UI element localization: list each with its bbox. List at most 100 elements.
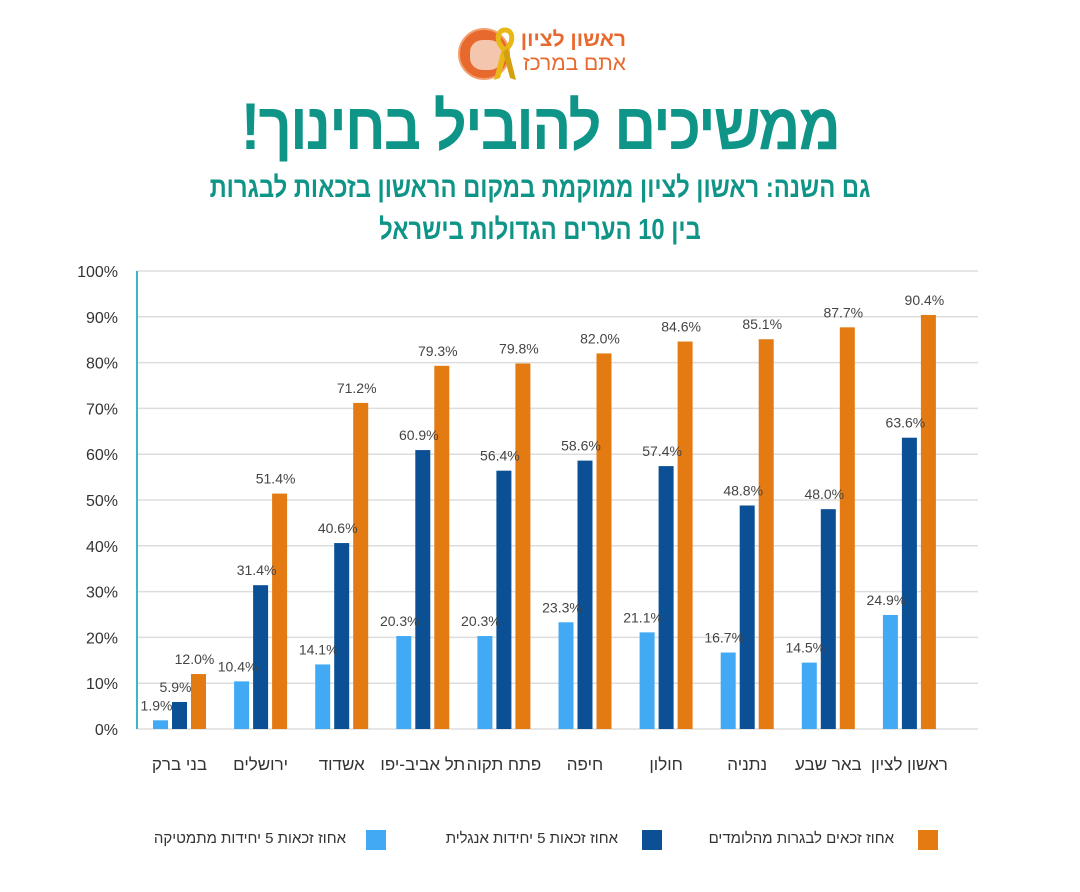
bar-english xyxy=(496,470,512,729)
data-label-bagrut: 90.4% xyxy=(905,292,945,308)
bar-bagrut xyxy=(515,363,531,729)
category-label: נתניה xyxy=(727,755,767,774)
legend-item-bagrut: אחוז זכאים לבגרות מהלומדים xyxy=(709,828,940,852)
category-label: ירושלים xyxy=(233,755,288,774)
data-label-bagrut: 12.0% xyxy=(175,651,215,667)
category-label: תל אביב-יפו xyxy=(380,755,465,774)
data-label-math: 23.3% xyxy=(542,599,582,615)
bar-bagrut xyxy=(434,365,450,729)
data-label-english: 31.4% xyxy=(237,562,277,578)
legend-label-math: אחוז זכאות 5 יחידות מתמטיקה xyxy=(153,830,346,847)
data-label-math: 1.9% xyxy=(141,697,173,713)
category-label: ראשון לציון xyxy=(871,755,948,774)
data-label-math: 21.1% xyxy=(623,609,663,625)
bar-english xyxy=(577,460,593,729)
data-label-bagrut: 71.2% xyxy=(337,380,377,396)
logo-line-1: ראשון לציון xyxy=(520,28,626,51)
bar-english xyxy=(820,509,836,729)
category-label: באר שבע xyxy=(795,755,862,774)
data-label-math: 20.3% xyxy=(380,613,420,629)
data-label-english: 63.6% xyxy=(886,415,926,431)
data-label-english: 5.9% xyxy=(160,679,192,695)
bar-bagrut xyxy=(272,493,288,729)
bar-math xyxy=(234,681,250,729)
legend-label-bagrut: אחוז זכאים לבגרות מהלומדים xyxy=(708,830,894,847)
bar-english xyxy=(334,543,350,729)
data-label-english: 48.0% xyxy=(804,486,844,502)
bar-english xyxy=(253,585,269,729)
category-label: אשדוד xyxy=(319,755,365,774)
bar-math xyxy=(396,636,412,729)
bar-bagrut xyxy=(596,353,612,729)
bar-math xyxy=(477,636,493,729)
bar-bagrut xyxy=(920,314,936,729)
y-tick-label: 10% xyxy=(86,676,118,693)
subtitle-line-2: בין 10 הערים הגדולות בישראל xyxy=(379,214,701,246)
bar-english xyxy=(739,505,755,729)
logo-text: ראשון לציון אתם במרכז xyxy=(520,28,626,76)
data-label-bagrut: 84.6% xyxy=(661,319,701,335)
bar-math xyxy=(153,720,168,729)
data-label-math: 24.9% xyxy=(867,592,907,608)
bar-math xyxy=(558,622,574,729)
bar-math xyxy=(315,664,331,729)
bar-english xyxy=(172,701,187,729)
legend-item-english: אחוז זכאות 5 יחידות אנגלית xyxy=(446,828,664,852)
logo-line-2: אתם במרכז xyxy=(522,52,626,75)
y-tick-label: 80% xyxy=(86,356,118,373)
y-tick-label: 40% xyxy=(86,539,118,556)
data-label-math: 16.7% xyxy=(704,630,744,646)
bar-math xyxy=(882,614,898,729)
category-labels: בני ברק ירושלים אשדוד תל אביב-יפו פתח תקוה חי… xyxy=(152,755,948,774)
data-label-math: 14.1% xyxy=(299,641,339,657)
y-tick-label: 70% xyxy=(86,401,118,418)
y-axis-ticks: 0% 10% 20% 30% 40% 50% 60% 70% 80% 90% 100% xyxy=(77,264,118,739)
legend-swatch-bagrut xyxy=(918,830,938,850)
data-label-bagrut: 79.8% xyxy=(499,341,539,357)
data-label-math: 20.3% xyxy=(461,613,501,629)
bar-bagrut xyxy=(677,341,693,729)
category-label: פתח תקוה xyxy=(467,755,542,774)
bar-math xyxy=(720,652,736,729)
subtitle-line-1: גם השנה: ראשון לציון ממוקמת במקום הראשון… xyxy=(209,172,871,204)
data-label-english: 57.4% xyxy=(642,443,682,459)
y-tick-label: 30% xyxy=(86,585,118,602)
bar-bagrut xyxy=(839,327,855,729)
data-label-english: 48.8% xyxy=(723,482,763,498)
data-label-bagrut: 51.4% xyxy=(256,471,296,487)
bar-bagrut xyxy=(353,402,369,729)
category-label: חולון xyxy=(649,755,682,774)
data-label-math: 10.4% xyxy=(218,658,258,674)
bar-english xyxy=(901,437,917,729)
data-label-bagrut: 82.0% xyxy=(580,330,620,346)
yellow-ribbon-icon xyxy=(494,27,516,80)
bar-math xyxy=(639,632,655,729)
data-labels: 1.9% 5.9% 12.0% 10.4% 31.4% 51.4% 14.1% 40.6% 71… xyxy=(141,292,945,713)
legend-label-english: אחוז זכאות 5 יחידות אנגלית xyxy=(445,830,618,847)
y-tick-label: 60% xyxy=(86,447,118,464)
legend: אחוז זכאים לבגרות מהלומדים אחוז זכאות 5 … xyxy=(0,828,1080,852)
data-label-english: 58.6% xyxy=(561,438,601,454)
logo: ראשון לציון אתם במרכז xyxy=(456,26,626,86)
bar-math xyxy=(801,662,817,729)
bar-bagrut xyxy=(758,339,774,729)
y-tick-label: 0% xyxy=(95,722,118,739)
data-label-math: 14.5% xyxy=(785,640,825,656)
data-label-english: 40.6% xyxy=(318,520,358,536)
data-label-bagrut: 87.7% xyxy=(823,304,863,320)
y-tick-label: 100% xyxy=(77,264,118,281)
y-tick-label: 20% xyxy=(86,630,118,647)
data-label-bagrut: 79.3% xyxy=(418,343,458,359)
bar-bagrut xyxy=(191,674,206,729)
data-label-english: 56.4% xyxy=(480,448,520,464)
y-tick-label: 90% xyxy=(86,310,118,327)
legend-swatch-english xyxy=(642,830,662,850)
legend-item-math: אחוז זכאות 5 יחידות מתמטיקה xyxy=(154,828,388,852)
bars xyxy=(153,314,936,729)
y-tick-label: 50% xyxy=(86,493,118,510)
legend-swatch-math xyxy=(366,830,386,850)
page-title: ממשיכים להוביל בחינוך! xyxy=(240,89,841,163)
data-label-bagrut: 85.1% xyxy=(742,316,782,332)
bar-english xyxy=(658,466,674,729)
